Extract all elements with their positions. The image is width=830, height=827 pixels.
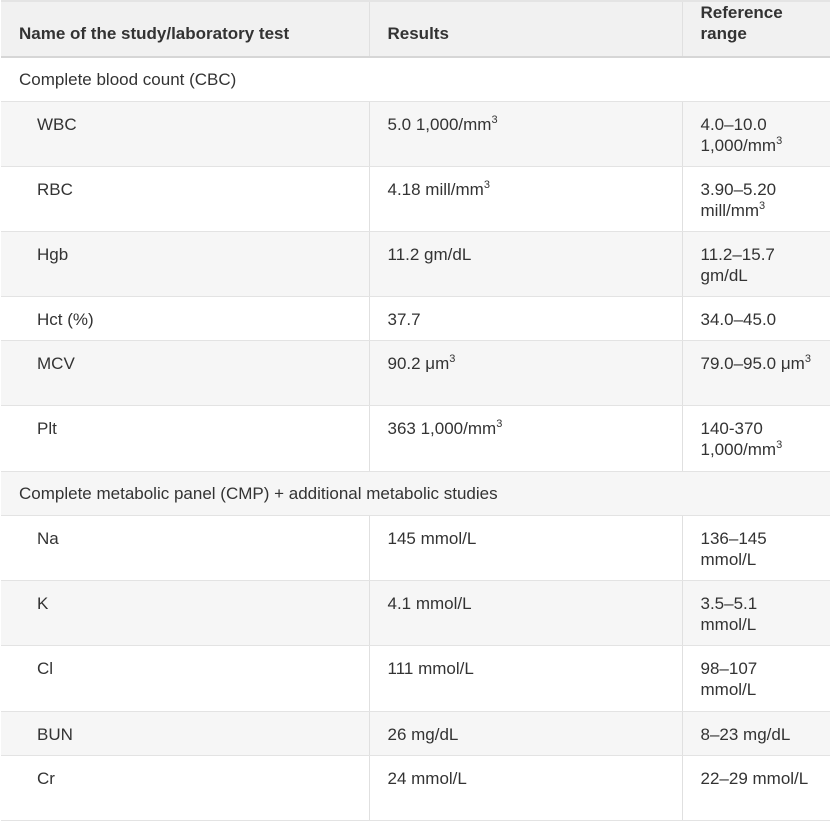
table-row: RBC 4.18 mill/mm3 3.90–5.20 mill/mm3 [1,166,830,232]
test-reference: 140-370 1,000/mm3 [681,405,830,472]
test-name: Cr [1,755,369,821]
test-result: 90.2 μm3 [368,340,682,406]
section-row-cbc: Complete blood count (CBC) [1,57,830,102]
test-reference: 98–107 mmol/L [681,645,830,712]
test-result: 4.18 mill/mm3 [368,166,682,232]
table-row: Hgb 11.2 gm/dL 11.2–15.7 gm/dL [1,231,830,297]
table-row: Na 145 mmol/L 136–145 mmol/L [1,515,830,581]
test-name: RBC [1,166,369,232]
test-name: Hct (%) [1,296,369,341]
test-result: 363 1,000/mm3 [368,405,682,472]
test-result: 11.2 gm/dL [368,231,682,297]
test-name: WBC [1,101,369,167]
table-row: Cr 24 mmol/L 22–29 mmol/L [1,755,830,821]
test-name: K [1,580,369,646]
table-row: K 4.1 mmol/L 3.5–5.1 mmol/L [1,580,830,646]
test-result: 37.7 [368,296,682,341]
table-header-row: Name of the study/laboratory test Result… [1,0,830,58]
section-title: Complete metabolic panel (CMP) + additio… [1,471,830,516]
test-name: Na [1,515,369,581]
section-row-cmp: Complete metabolic panel (CMP) + additio… [1,471,830,516]
table-row: Hct (%) 37.7 34.0–45.0 [1,296,830,341]
test-reference: 22–29 mmol/L [681,755,830,821]
test-reference: 3.90–5.20 mill/mm3 [681,166,830,232]
test-result: 111 mmol/L [368,645,682,712]
test-name: BUN [1,711,369,756]
test-result: 5.0 1,000/mm3 [368,101,682,167]
test-reference: 136–145 mmol/L [681,515,830,581]
test-reference: 34.0–45.0 [681,296,830,341]
table-row: BUN 26 mg/dL 8–23 mg/dL [1,711,830,756]
test-reference: 8–23 mg/dL [681,711,830,756]
test-result: 4.1 mmol/L [368,580,682,646]
table-row: MCV 90.2 μm3 79.0–95.0 μm3 [1,340,830,406]
test-result: 24 mmol/L [368,755,682,821]
section-title: Complete blood count (CBC) [1,57,830,102]
test-reference: 79.0–95.0 μm3 [681,340,830,406]
test-name: Cl [1,645,369,712]
test-result: 26 mg/dL [368,711,682,756]
table-row: WBC 5.0 1,000/mm3 4.0–10.0 1,000/mm3 [1,101,830,167]
test-reference: 4.0–10.0 1,000/mm3 [681,101,830,167]
test-name: Hgb [1,231,369,297]
header-reference: Reference range [681,0,830,58]
test-name: MCV [1,340,369,406]
header-results: Results [368,0,682,58]
table-row: Cl 111 mmol/L 98–107 mmol/L [1,645,830,712]
test-name: Plt [1,405,369,472]
test-result: 145 mmol/L [368,515,682,581]
test-reference: 11.2–15.7 gm/dL [681,231,830,297]
test-reference: 3.5–5.1 mmol/L [681,580,830,646]
header-name: Name of the study/laboratory test [1,0,369,58]
table-row: Plt 363 1,000/mm3 140-370 1,000/mm3 [1,405,830,472]
